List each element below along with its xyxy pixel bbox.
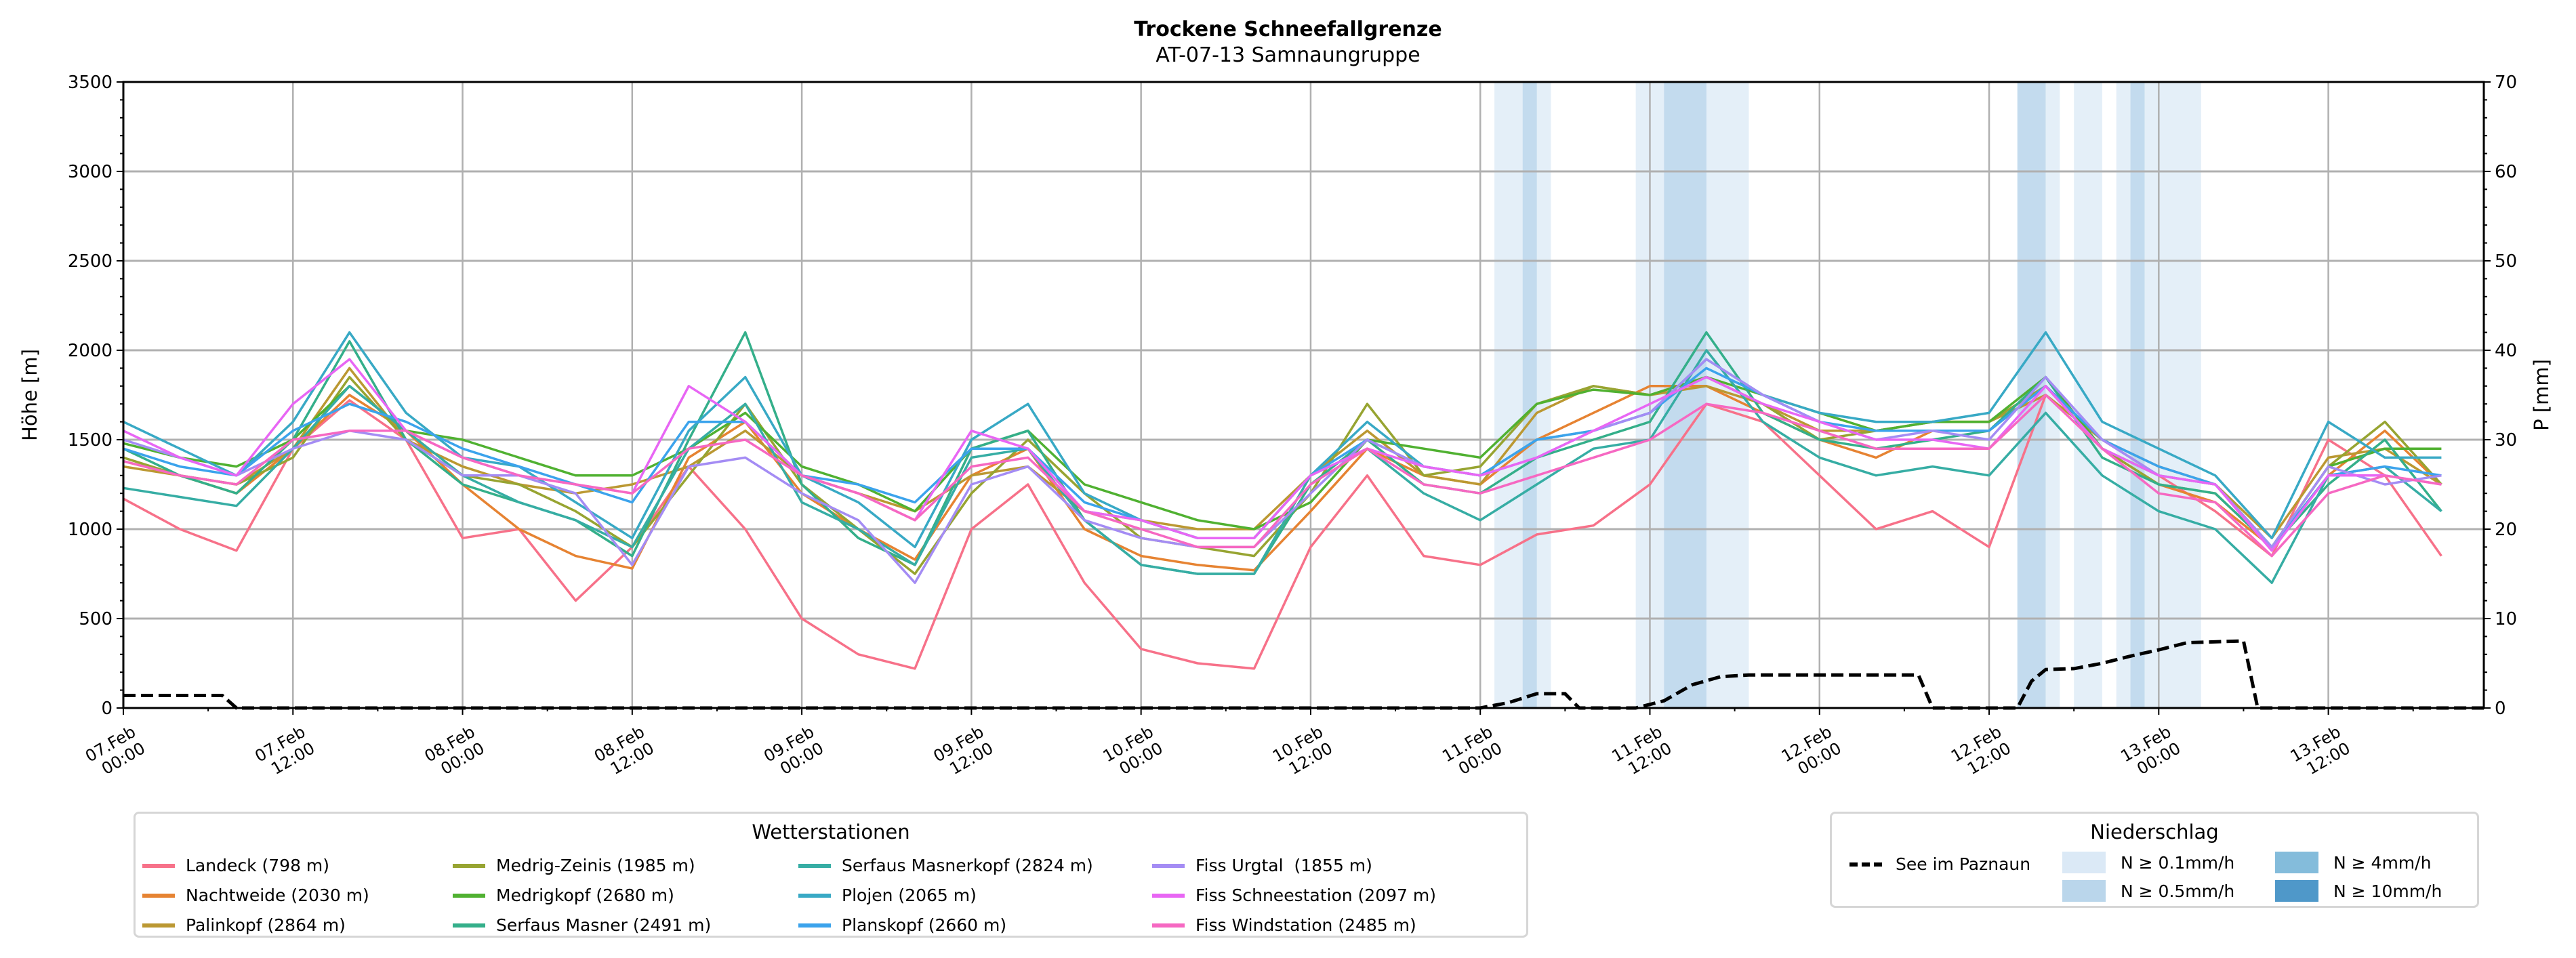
legend-item-lake: See im Paznaun: [1849, 854, 2030, 874]
legend-label: Medrig-Zeinis (1985 m): [496, 856, 695, 875]
y2-tick-label: 0: [2495, 699, 2506, 719]
precip-swatch: [2062, 880, 2106, 902]
line-swatch: [453, 893, 485, 898]
legend-label: Palinkopf (2864 m): [186, 915, 346, 935]
chart-subtitle: AT-07-13 Samnaungruppe: [1156, 43, 1420, 67]
line-swatch: [142, 863, 175, 868]
precip-band: [2130, 82, 2145, 708]
legend-label: N ≥ 0.5mm/h: [2121, 881, 2235, 901]
y2-tick-label: 40: [2495, 341, 2517, 361]
x-tick-label: 07.Feb00:00: [82, 722, 148, 783]
legend-item-precip-0: N ≥ 0.1mm/h: [2062, 852, 2234, 873]
x-tick-label: 11.Feb12:00: [1609, 722, 1675, 783]
stations-legend: Wetterstationen Landeck (798 m) Nachtweid…: [134, 812, 1528, 938]
line-swatch: [1152, 863, 1185, 868]
y-tick-label: 3500: [68, 72, 113, 93]
legend-item-station: Medrigkopf (2680 m): [453, 886, 674, 905]
legend-item-station: Fiss Windstation (2485 m): [1152, 915, 1416, 935]
series-line: [123, 331, 2442, 575]
line-swatch: [453, 863, 485, 868]
x-tick-label: 12.Feb12:00: [1948, 722, 2014, 783]
line-swatch: [1152, 893, 1185, 898]
x-tick-label: 08.Feb12:00: [591, 722, 657, 783]
series-line: [123, 358, 2442, 584]
series-line: [123, 349, 2442, 584]
legend-item-precip-1: N ≥ 0.5mm/h: [2062, 880, 2234, 902]
plot-frame: [122, 81, 2485, 709]
y-tick-label: 0: [101, 699, 113, 719]
line-swatch: [1152, 923, 1185, 928]
dashed-line-swatch: [1849, 862, 1882, 867]
line-swatch: [798, 893, 831, 898]
precip-swatch: [2275, 880, 2318, 902]
line-swatch: [142, 923, 175, 928]
y2-axis-label: P [mm]: [2530, 359, 2553, 431]
legend-item-station: Plojen (2065 m): [798, 886, 977, 905]
legend-item-precip-2: N ≥ 4mm/h: [2275, 852, 2431, 873]
legend-item-station: Medrig-Zeinis (1985 m): [453, 856, 695, 875]
x-tick-label: 10.Feb12:00: [1269, 722, 1336, 783]
y-tick-label: 500: [79, 609, 113, 629]
x-tick-label: 09.Feb00:00: [760, 722, 827, 783]
legend-item-station: Serfaus Masner (2491 m): [453, 915, 711, 935]
y-tick-label: 1000: [68, 520, 113, 540]
precip-swatch: [2062, 852, 2106, 873]
legend-label: Plojen (2065 m): [842, 886, 977, 905]
y-tick-label: 2500: [68, 251, 113, 272]
x-tick-label: 07.Feb12:00: [251, 722, 318, 783]
legend-label: N ≥ 0.1mm/h: [2121, 852, 2235, 873]
y2-tick-label: 20: [2495, 520, 2517, 540]
stations-legend-title: Wetterstationen: [752, 820, 910, 844]
legend-label: See im Paznaun: [1896, 854, 2031, 874]
series-line: [123, 394, 2442, 558]
y-tick-label: 3000: [68, 162, 113, 182]
precipitation-legend: Niederschlag See im Paznaun N ≥ 0.1mm/h …: [1830, 812, 2479, 908]
precip-band: [2074, 82, 2102, 708]
y-axis-label: Höhe [m]: [18, 349, 41, 441]
line-swatch: [798, 863, 831, 868]
lake-series-line: [123, 639, 2484, 710]
precip-band: [1522, 82, 1537, 708]
x-tick-label: 08.Feb00:00: [422, 722, 488, 783]
y2-tick-label: 50: [2495, 251, 2517, 272]
legend-label: Fiss Windstation (2485 m): [1195, 915, 1416, 935]
legend-label: Fiss Schneestation (2097 m): [1195, 886, 1436, 905]
chart-title: Trockene Schneefallgrenze: [1134, 18, 1442, 41]
legend-label: Planskopf (2660 m): [842, 915, 1007, 935]
y2-tick-label: 30: [2495, 430, 2517, 451]
legend-item-precip-3: N ≥ 10mm/h: [2275, 880, 2442, 902]
x-tick-label: 13.Feb12:00: [2287, 722, 2354, 783]
y2-tick-label: 60: [2495, 162, 2517, 182]
legend-label: Nachtweide (2030 m): [186, 886, 369, 905]
legend-label: N ≥ 10mm/h: [2333, 881, 2442, 901]
legend-item-station: Fiss Urgtal (1855 m): [1152, 856, 1372, 875]
legend-item-station: Palinkopf (2864 m): [142, 915, 346, 935]
y2-tick-label: 10: [2495, 609, 2517, 629]
legend-item-station: Planskopf (2660 m): [798, 915, 1006, 935]
x-tick-label: 12.Feb00:00: [1778, 722, 1845, 783]
precip-swatch: [2275, 852, 2318, 873]
y-tick-label: 1500: [68, 430, 113, 451]
x-tick-label: 11.Feb00:00: [1439, 722, 1505, 783]
y2-tick-label: 70: [2495, 72, 2517, 93]
precipitation-legend-title: Niederschlag: [2090, 820, 2219, 844]
line-swatch: [142, 893, 175, 898]
legend-item-station: Serfaus Masnerkopf (2824 m): [798, 856, 1093, 875]
line-swatch: [453, 923, 485, 928]
legend-label: Landeck (798 m): [186, 856, 330, 875]
legend-label: Serfaus Masnerkopf (2824 m): [842, 856, 1093, 875]
legend-item-station: Nachtweide (2030 m): [142, 886, 369, 905]
legend-label: Fiss Urgtal (1855 m): [1195, 856, 1372, 875]
legend-item-station: Fiss Schneestation (2097 m): [1152, 886, 1436, 905]
line-swatch: [798, 923, 831, 928]
legend-item-station: Landeck (798 m): [142, 856, 329, 875]
x-tick-label: 09.Feb12:00: [931, 722, 997, 783]
x-tick-label: 13.Feb00:00: [2117, 722, 2184, 783]
legend-label: N ≥ 4mm/h: [2333, 852, 2432, 873]
y-tick-label: 2000: [68, 341, 113, 361]
x-tick-label: 10.Feb00:00: [1100, 722, 1166, 783]
legend-label: Serfaus Masner (2491 m): [496, 915, 712, 935]
legend-label: Medrigkopf (2680 m): [496, 886, 674, 905]
